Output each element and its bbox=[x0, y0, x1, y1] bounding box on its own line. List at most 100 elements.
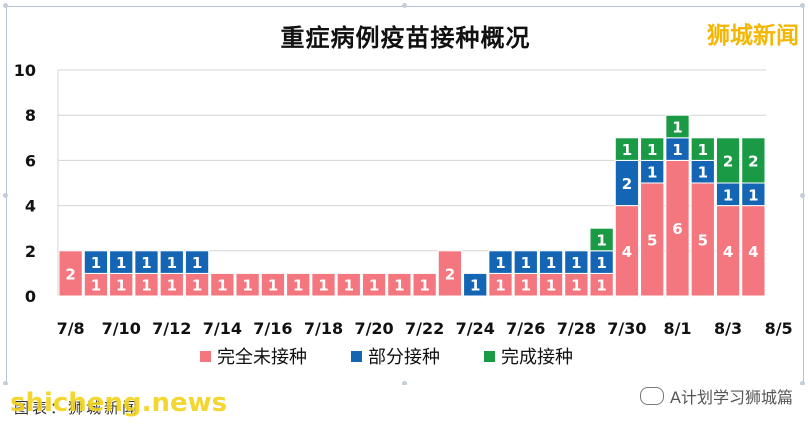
x-tick-label: 7/22 bbox=[405, 319, 444, 338]
account-name: A计划学习狮城篇 bbox=[670, 388, 793, 407]
data-label: 1 bbox=[748, 186, 758, 204]
data-label: 1 bbox=[571, 277, 581, 295]
x-tick-label: 7/24 bbox=[456, 319, 495, 338]
data-label: 1 bbox=[596, 232, 606, 250]
watermark-text: shicheng.news bbox=[10, 388, 228, 418]
chart-title: 重症病例疫苗接种概况 bbox=[280, 24, 531, 52]
data-label: 2 bbox=[622, 175, 632, 193]
data-label: 5 bbox=[647, 232, 657, 250]
data-label: 1 bbox=[647, 164, 657, 182]
y-tick-label: 8 bbox=[25, 106, 36, 125]
bar-segment bbox=[159, 250, 184, 274]
data-label: 1 bbox=[242, 277, 252, 295]
x-tick-label: 8/5 bbox=[765, 319, 793, 338]
legend-swatch bbox=[351, 350, 362, 362]
data-label: 1 bbox=[217, 277, 227, 295]
data-label: 1 bbox=[546, 254, 556, 272]
data-label: 1 bbox=[596, 254, 606, 272]
legend-item: 部分接种 bbox=[351, 343, 440, 369]
x-tick-label: 8/1 bbox=[663, 319, 691, 338]
data-label: 5 bbox=[698, 232, 708, 250]
frame-handle[interactable] bbox=[3, 3, 8, 8]
data-label: 1 bbox=[495, 277, 505, 295]
bar-segment bbox=[437, 250, 463, 297]
x-tick-label: 8/3 bbox=[714, 319, 742, 338]
chart-caption: 图表：狮城新闻 bbox=[14, 399, 141, 417]
data-label: 1 bbox=[521, 254, 531, 272]
frame-handle[interactable] bbox=[800, 193, 805, 198]
data-label: 1 bbox=[293, 277, 303, 295]
data-label: 1 bbox=[141, 277, 151, 295]
x-tick-label: 7/18 bbox=[304, 319, 343, 338]
data-label: 1 bbox=[470, 277, 480, 295]
bar-segment bbox=[741, 137, 766, 184]
bar-segment bbox=[715, 137, 741, 184]
data-label: 1 bbox=[192, 254, 202, 272]
bar-segment bbox=[463, 272, 488, 297]
data-label: 4 bbox=[723, 243, 733, 261]
frame-handle[interactable] bbox=[402, 3, 407, 8]
y-tick-label: 6 bbox=[25, 151, 36, 170]
frame-handle[interactable] bbox=[800, 3, 805, 8]
bar-segment bbox=[690, 137, 715, 161]
data-label: 1 bbox=[116, 254, 126, 272]
data-label: 1 bbox=[596, 277, 606, 295]
data-label: 1 bbox=[546, 277, 556, 295]
bar-segment bbox=[235, 272, 260, 297]
frame-handle[interactable] bbox=[3, 381, 8, 386]
x-tick-label: 7/20 bbox=[354, 319, 393, 338]
bar-segment bbox=[336, 272, 361, 297]
bar-segment bbox=[134, 250, 159, 274]
x-tick-label: 7/16 bbox=[253, 319, 292, 338]
data-label: 1 bbox=[116, 277, 126, 295]
bar-segment bbox=[184, 250, 210, 274]
bar-segment bbox=[210, 272, 235, 297]
bar-segment bbox=[564, 250, 589, 274]
data-label: 1 bbox=[419, 277, 429, 295]
data-label: 1 bbox=[672, 119, 682, 137]
data-label: 1 bbox=[672, 141, 682, 159]
data-label: 1 bbox=[521, 277, 531, 295]
x-tick-label: 7/30 bbox=[607, 319, 646, 338]
data-label: 4 bbox=[622, 243, 632, 261]
data-label: 1 bbox=[698, 164, 708, 182]
x-tick-label: 7/28 bbox=[557, 319, 596, 338]
bar-segment bbox=[109, 250, 134, 274]
legend-label: 完成接种 bbox=[501, 347, 573, 368]
x-tick-label: 7/26 bbox=[506, 319, 545, 338]
data-label: 1 bbox=[167, 277, 177, 295]
bar-segment bbox=[538, 250, 564, 274]
bar-segment bbox=[83, 250, 109, 274]
data-label: 1 bbox=[723, 186, 733, 204]
data-label: 1 bbox=[268, 277, 278, 295]
data-label: 4 bbox=[748, 243, 758, 261]
y-tick-label: 2 bbox=[25, 242, 36, 261]
x-tick-label: 7/12 bbox=[152, 319, 191, 338]
y-tick-label: 4 bbox=[25, 197, 36, 216]
data-label: 1 bbox=[394, 277, 404, 295]
frame-handle[interactable] bbox=[800, 381, 805, 386]
bar-segment bbox=[412, 272, 437, 297]
chart-legend: 完全未接种 部分接种 完成接种 bbox=[200, 343, 573, 369]
data-label: 1 bbox=[344, 277, 354, 295]
data-label: 2 bbox=[748, 152, 758, 170]
bar-segment bbox=[488, 250, 513, 274]
data-label: 2 bbox=[445, 265, 455, 283]
y-tick-label: 0 bbox=[25, 287, 36, 306]
bar-segment bbox=[589, 227, 614, 252]
legend-swatch bbox=[484, 350, 495, 362]
y-tick-label: 10 bbox=[14, 61, 36, 80]
legend-swatch bbox=[200, 350, 211, 362]
bar-segment bbox=[513, 250, 538, 274]
bar-segment bbox=[665, 114, 690, 139]
x-tick-label: 7/14 bbox=[203, 319, 242, 338]
data-label: 1 bbox=[571, 254, 581, 272]
data-label: 1 bbox=[495, 254, 505, 272]
data-label: 2 bbox=[723, 152, 733, 170]
legend-item: 完全未接种 bbox=[200, 343, 307, 369]
wechat-account[interactable]: A计划学习狮城篇 bbox=[640, 384, 793, 408]
bar-segment bbox=[286, 272, 311, 297]
legend-label: 部分接种 bbox=[368, 347, 440, 368]
frame-handle[interactable] bbox=[402, 381, 407, 386]
frame-handle[interactable] bbox=[3, 193, 8, 198]
